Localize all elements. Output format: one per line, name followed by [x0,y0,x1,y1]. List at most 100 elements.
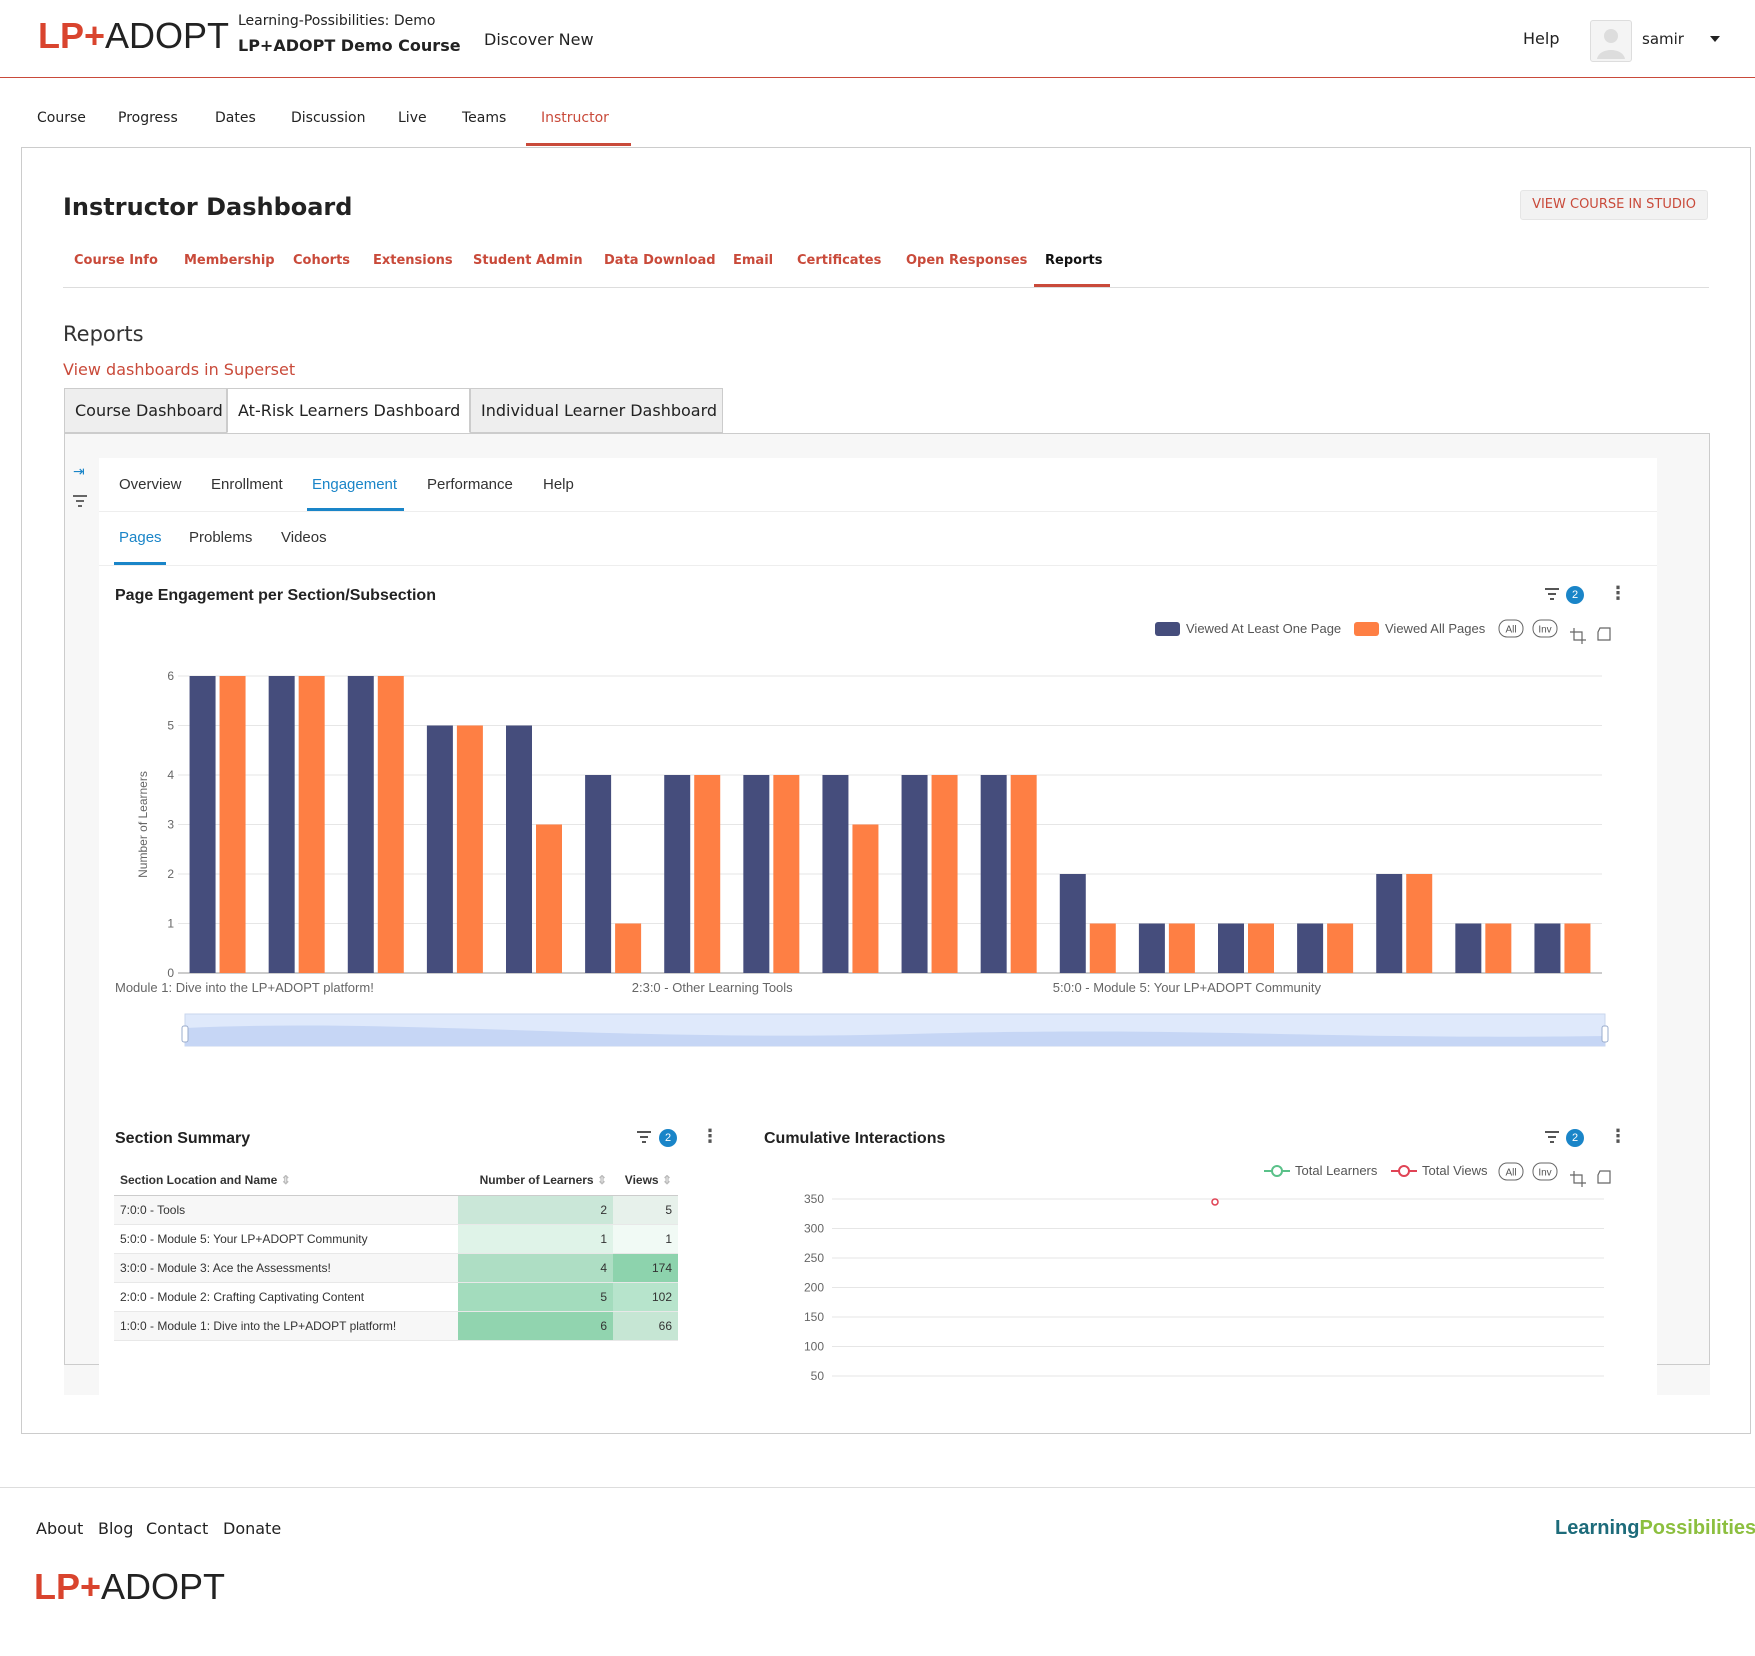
tab-reports[interactable]: Reports [1045,253,1103,268]
y-tick-label: 350 [804,1192,824,1206]
tab-at-risk-learners-dashboard[interactable]: At-Risk Learners Dashboard [227,388,470,433]
tab-help[interactable]: Help [543,476,574,493]
tab-course-dashboard[interactable]: Course Dashboard [64,388,227,433]
expand-sidebar-icon[interactable]: ⇥ [73,464,85,480]
bar [1059,874,1086,973]
legend-marker [1398,1165,1410,1177]
tab-teams[interactable]: Teams [462,110,507,126]
active-tab-indicator [1034,284,1110,287]
bar [822,775,849,973]
tab-live[interactable]: Live [398,110,427,126]
footer-link-contact[interactable]: Contact [146,1519,209,1538]
column-header-section[interactable]: Section Location and Name ⇕ [114,1165,458,1196]
course-title: LP+ADOPT Demo Course [238,36,461,55]
learners-cell: 4 [458,1253,613,1283]
footer-link-blog[interactable]: Blog [98,1519,134,1538]
tab-data-download[interactable]: Data Download [604,253,716,268]
tab-discussion[interactable]: Discussion [291,110,366,126]
tab-dates[interactable]: Dates [215,110,256,126]
y-tick-label: 150 [804,1310,824,1324]
tab-progress[interactable]: Progress [118,110,178,126]
tab-engagement[interactable]: Engagement [312,476,398,493]
learning-possibilities-logo[interactable]: LearningPossibilities [1555,1517,1755,1539]
more-vertical-icon[interactable]: ⋮ [1609,1126,1627,1147]
zoom-preview [185,1025,1605,1046]
legend-toggle-inv-button [1532,1162,1558,1181]
y-tick-label: 250 [804,1251,824,1265]
subtab-pages[interactable]: Pages [119,529,162,546]
discover-new-link[interactable]: Discover New [484,30,594,49]
data-zoom-slider[interactable] [181,1013,1609,1047]
filter-count-badge[interactable]: 2 [1566,586,1584,604]
tab-individual-learner-dashboard[interactable]: Individual Learner Dashboard [470,388,723,433]
column-header-views[interactable]: Views ⇕ [613,1165,678,1196]
filter-icon[interactable] [637,1131,651,1147]
x-tick-label: 2:3:0 - Other Learning Tools [632,980,793,995]
column-header-learners[interactable]: Number of Learners ⇕ [458,1165,613,1196]
filter-icon[interactable] [1545,1131,1559,1147]
tab-student-admin[interactable]: Student Admin [473,253,583,268]
tab-certificates[interactable]: Certificates [797,253,882,268]
bar [743,775,770,973]
view-course-in-studio-button[interactable]: VIEW COURSE IN STUDIO [1520,190,1708,220]
footer-link-donate[interactable]: Donate [223,1519,282,1538]
bar [1138,923,1165,973]
footer-link-about[interactable]: About [36,1519,84,1538]
views-cell: 102 [613,1282,678,1312]
bar [1406,874,1433,973]
filter-count-badge[interactable]: 2 [659,1129,677,1147]
tab-overview[interactable]: Overview [119,476,182,493]
tab-enrollment[interactable]: Enrollment [211,476,283,493]
legend-swatch [1354,622,1379,636]
bar [426,725,453,973]
y-tick-label: 0 [167,966,174,980]
bar [506,725,532,973]
tab-email[interactable]: Email [733,253,774,268]
data-zoom-icon [1570,628,1586,644]
learners-cell: 2 [458,1195,613,1225]
tab-course-info[interactable]: Course Info [74,253,158,268]
section-name-cell: 1:0:0 - Module 1: Dive into the LP+ADOPT… [114,1311,458,1341]
chart-title: Page Engagement per Section/Subsection [115,587,436,604]
filter-icon[interactable] [1545,588,1559,604]
y-tick-label: 300 [804,1222,824,1236]
tab-open-responses[interactable]: Open Responses [906,253,1028,268]
username[interactable]: samir [1642,30,1684,48]
bar [1168,923,1195,973]
bar [1010,775,1037,973]
user-avatar-icon[interactable] [1590,20,1632,62]
help-link[interactable]: Help [1523,29,1560,48]
subtab-problems[interactable]: Problems [189,529,253,546]
bar [852,824,879,973]
superset-link[interactable]: View dashboards in Superset [63,360,296,379]
y-tick-label: 4 [167,768,174,782]
zoom-handle-left [181,1025,189,1043]
tab-course[interactable]: Course [37,110,86,126]
more-vertical-icon[interactable]: ⋮ [1609,583,1627,604]
bar [773,775,800,973]
tab-extensions[interactable]: Extensions [373,253,453,268]
bar [456,725,483,973]
superset-subtabs: Pages Problems Videos [99,512,1657,566]
x-tick-label: Module 1: Dive into the LP+ADOPT platfor… [115,980,374,995]
section-name-cell: 7:0:0 - Tools [114,1195,458,1225]
bar [219,676,246,973]
subtab-videos[interactable]: Videos [281,529,327,546]
tab-performance[interactable]: Performance [427,476,513,493]
y-tick-label: 100 [804,1340,824,1354]
y-tick-label: 50 [811,1369,825,1383]
tab-membership[interactable]: Membership [184,253,275,268]
tab-cohorts[interactable]: Cohorts [293,253,351,268]
section-name-cell: 5:0:0 - Module 5: Your LP+ADOPT Communit… [114,1224,458,1254]
filter-count-badge[interactable]: 2 [1566,1129,1584,1147]
user-menu-chevron-down-icon[interactable] [1710,36,1720,42]
legend-toggle-label: All [1505,625,1516,636]
tab-instructor[interactable]: Instructor [541,110,609,126]
cumulative-chart-title: Cumulative Interactions [764,1130,946,1147]
site-logo[interactable]: LP+ADOPT [38,15,230,56]
filter-icon[interactable] [73,492,87,511]
learners-cell: 1 [458,1224,613,1254]
more-vertical-icon[interactable]: ⋮ [701,1126,719,1147]
footer-logo[interactable]: LP+ADOPT [34,1566,226,1607]
legend-toggle-label: Inv [1538,625,1551,636]
